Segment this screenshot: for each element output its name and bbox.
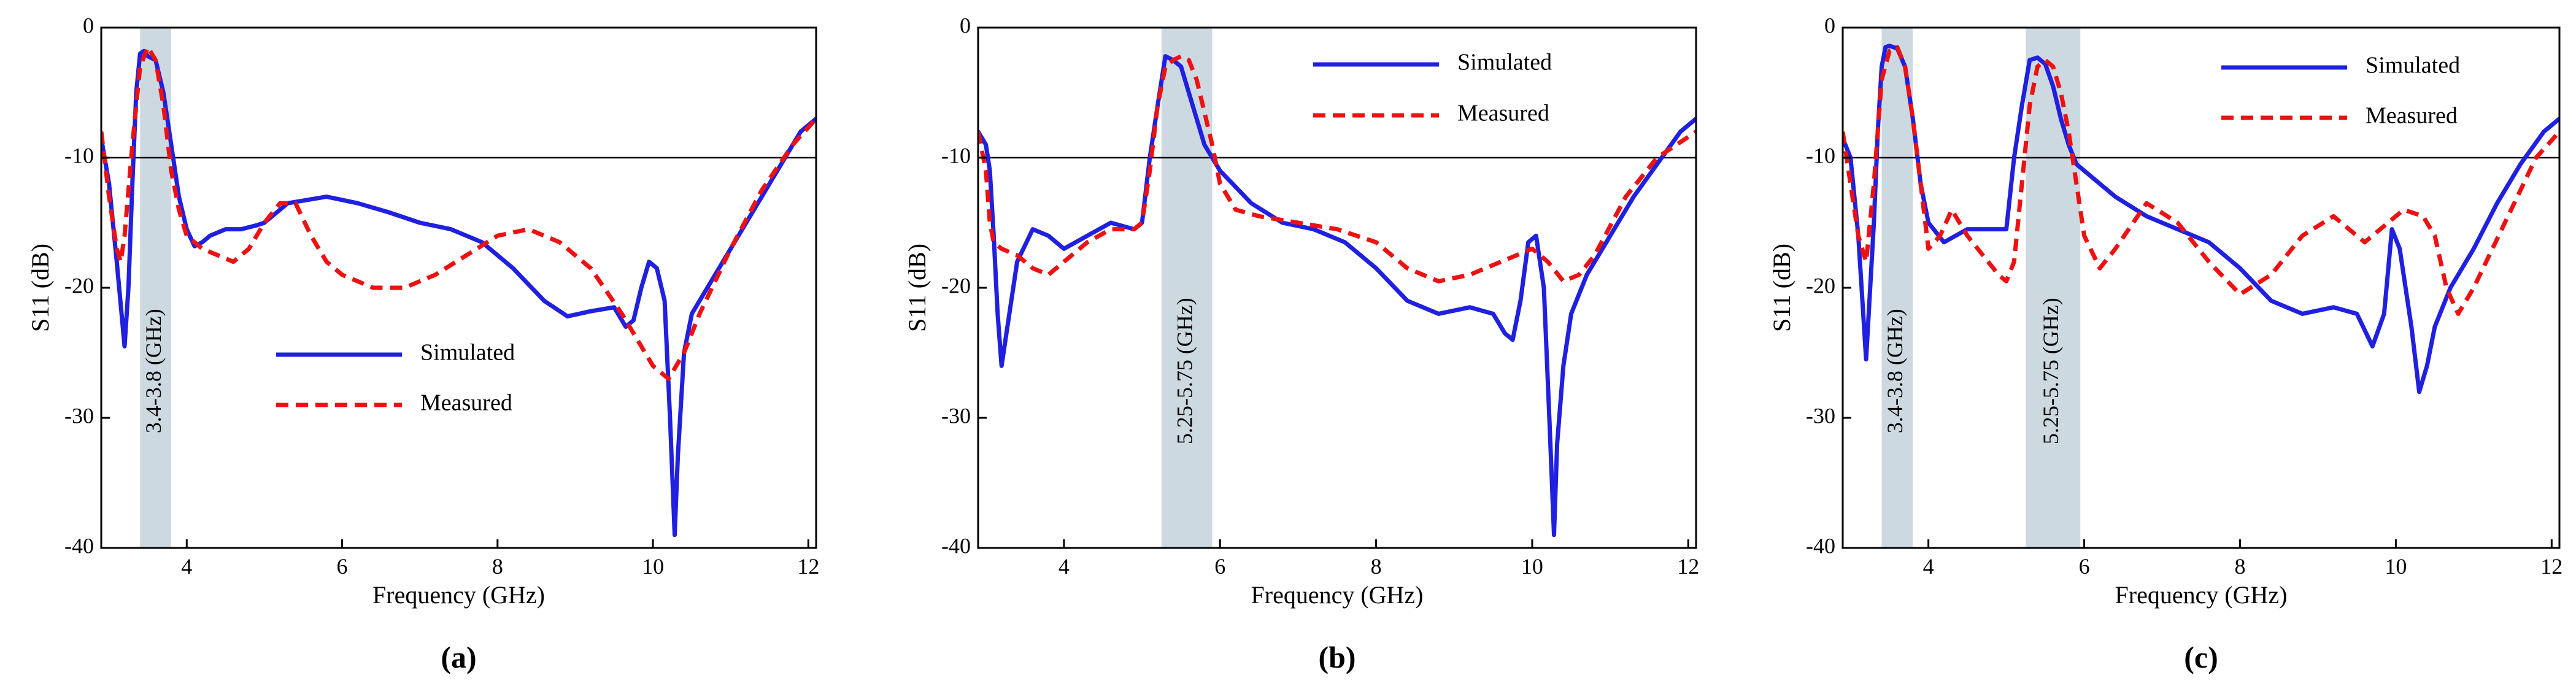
legend-label: Simulated: [1457, 50, 1552, 75]
y-tick-label: -40: [941, 533, 971, 558]
y-tick-label: -20: [1806, 273, 1835, 298]
x-tick-label: 10: [2385, 554, 2407, 579]
legend-label: Measured: [420, 390, 512, 416]
band-label: 5.25-5.75 (GHz): [1172, 298, 1197, 444]
panel-label: (c): [2184, 640, 2218, 674]
y-tick-label: -30: [1806, 403, 1835, 428]
frequency-band: [1161, 28, 1213, 548]
series-line-measured: [101, 45, 816, 381]
chart-panel: 3.4-3.8 (GHz) 4 6 8 10 12 0 -10 -20 -30 -40 Frequen…: [26, 13, 819, 674]
legend-label: Simulated: [420, 340, 515, 366]
y-tick-label: -20: [64, 273, 94, 298]
y-tick-label: 0: [960, 13, 971, 37]
y-tick-label: -30: [941, 403, 971, 428]
y-tick-label: 0: [1824, 13, 1835, 37]
panel-label: (b): [1318, 640, 1355, 674]
y-axis-title: S11 (dB): [1768, 244, 1795, 332]
y-tick-label: -10: [64, 143, 94, 168]
legend-label: Measured: [2366, 103, 2458, 129]
x-tick-label: 4: [1059, 554, 1070, 579]
frequency-band: [1881, 28, 1913, 548]
x-tick-label: 4: [1923, 554, 1934, 579]
x-tick-label: 10: [1521, 554, 1543, 579]
x-tick-label: 8: [492, 554, 503, 579]
panel-label: (a): [441, 640, 476, 674]
x-tick-label: 4: [181, 554, 192, 579]
chart-panel: 3.4-3.8 (GHz) 5.25-5.75 (GHz) 4 6 8 10 12 0 -10 -…: [1768, 13, 2563, 674]
series-line-simulated: [978, 54, 1696, 538]
series-line-measured: [1843, 45, 2559, 316]
y-tick-label: -30: [64, 403, 94, 428]
y-tick-label: -10: [1806, 143, 1835, 168]
x-tick-label: 6: [337, 554, 348, 579]
y-tick-label: -10: [941, 143, 971, 168]
x-axis-title: Frequency (GHz): [1251, 581, 1424, 609]
x-tick-label: 8: [2234, 554, 2245, 579]
frequency-band: [2026, 28, 2081, 548]
x-axis-title: Frequency (GHz): [372, 581, 545, 609]
series-line-simulated: [1843, 44, 2559, 395]
band-label: 3.4-3.8 (GHz): [1883, 309, 1907, 433]
y-tick-label: -40: [64, 533, 94, 558]
series-line-measured: [978, 54, 1696, 283]
chart-panel: 5.25-5.75 (GHz) 4 6 8 10 12 0 -10 -20 -30 -40 Frequ…: [903, 13, 1699, 674]
legend-label: Measured: [1457, 101, 1549, 126]
plot-frame: [977, 26, 1697, 549]
x-tick-label: 12: [2540, 554, 2563, 579]
y-tick-label: -20: [941, 273, 971, 298]
x-tick-label: 12: [797, 554, 819, 579]
y-axis-title: S11 (dB): [903, 244, 931, 332]
x-tick-label: 8: [1371, 554, 1382, 579]
x-tick-label: 10: [642, 554, 664, 579]
x-tick-label: 12: [1677, 554, 1699, 579]
band-label: 5.25-5.75 (GHz): [2038, 298, 2063, 444]
y-tick-label: -40: [1806, 533, 1835, 558]
legend-label: Simulated: [2366, 53, 2460, 79]
x-axis-title: Frequency (GHz): [2115, 581, 2288, 609]
y-axis-title: S11 (dB): [26, 244, 54, 332]
x-tick-label: 6: [2079, 554, 2090, 579]
x-tick-label: 6: [1214, 554, 1225, 579]
y-tick-label: 0: [83, 13, 94, 37]
band-label: 3.4-3.8 (GHz): [141, 309, 166, 433]
